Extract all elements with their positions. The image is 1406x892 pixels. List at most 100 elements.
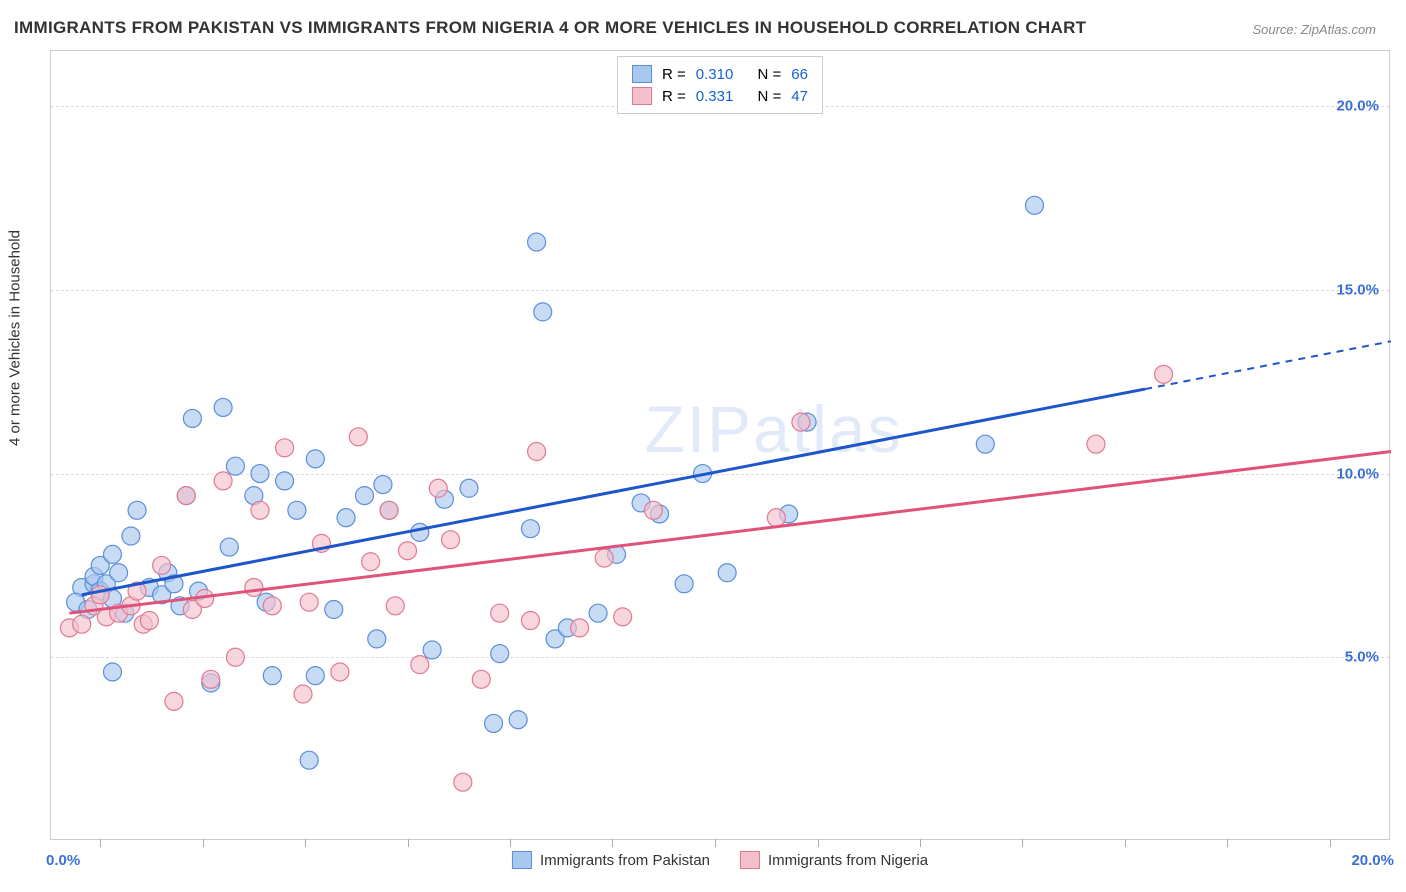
scatter-point — [73, 615, 91, 633]
scatter-point — [976, 435, 994, 453]
scatter-point — [485, 714, 503, 732]
scatter-point — [528, 443, 546, 461]
scatter-point — [491, 604, 509, 622]
legend-bottom-nigeria: Immigrants from Nigeria — [740, 851, 928, 869]
scatter-point — [202, 670, 220, 688]
scatter-point — [521, 520, 539, 538]
scatter-point — [251, 465, 269, 483]
scatter-point — [245, 578, 263, 596]
scatter-point — [165, 692, 183, 710]
scatter-point — [386, 597, 404, 615]
scatter-point — [675, 575, 693, 593]
scatter-point — [177, 487, 195, 505]
legend-label-nigeria: Immigrants from Nigeria — [768, 852, 928, 869]
scatter-point — [411, 523, 429, 541]
r-label: R = — [662, 88, 686, 105]
r-value-nigeria: 0.331 — [696, 88, 734, 105]
scatter-point — [718, 564, 736, 582]
legend-swatch-pakistan-bottom — [512, 851, 532, 869]
scatter-point — [571, 619, 589, 637]
scatter-point — [368, 630, 386, 648]
scatter-point — [349, 428, 367, 446]
r-label: R = — [662, 66, 686, 83]
regression-line — [82, 389, 1145, 595]
legend-swatch-nigeria — [632, 87, 652, 105]
scatter-point — [644, 501, 662, 519]
scatter-point — [423, 641, 441, 659]
scatter-point — [614, 608, 632, 626]
scatter-point — [429, 479, 447, 497]
scatter-point — [263, 667, 281, 685]
scatter-point — [263, 597, 281, 615]
scatter-point — [1025, 196, 1043, 214]
scatter-point — [140, 612, 158, 630]
y-axis-label: 4 or more Vehicles in Household — [7, 230, 24, 446]
legend-label-pakistan: Immigrants from Pakistan — [540, 852, 710, 869]
scatter-point — [226, 648, 244, 666]
regression-line-ext — [1145, 341, 1391, 389]
scatter-point — [362, 553, 380, 571]
scatter-point — [454, 773, 472, 791]
scatter-point — [399, 542, 417, 560]
x-axis-max-label: 20.0% — [1351, 852, 1394, 869]
scatter-point — [792, 413, 810, 431]
scatter-point — [103, 545, 121, 563]
chart-title: IMMIGRANTS FROM PAKISTAN VS IMMIGRANTS F… — [14, 18, 1086, 38]
scatter-svg — [51, 51, 1391, 841]
scatter-point — [767, 509, 785, 527]
scatter-point — [306, 450, 324, 468]
scatter-point — [300, 751, 318, 769]
scatter-point — [122, 527, 140, 545]
scatter-point — [534, 303, 552, 321]
scatter-point — [276, 472, 294, 490]
scatter-point — [103, 663, 121, 681]
scatter-point — [589, 604, 607, 622]
legend-bottom: Immigrants from Pakistan Immigrants from… — [512, 851, 928, 869]
scatter-point — [183, 409, 201, 427]
scatter-point — [300, 593, 318, 611]
r-value-pakistan: 0.310 — [696, 66, 734, 83]
n-label: N = — [758, 88, 782, 105]
scatter-point — [460, 479, 478, 497]
scatter-point — [325, 601, 343, 619]
legend-swatch-nigeria-bottom — [740, 851, 760, 869]
plot-area: ZIPatlas 5.0%10.0%15.0%20.0% 0.0% 20.0% … — [50, 50, 1390, 840]
n-value-pakistan: 66 — [791, 66, 808, 83]
scatter-point — [521, 612, 539, 630]
x-axis-min-label: 0.0% — [46, 852, 80, 869]
scatter-point — [472, 670, 490, 688]
scatter-point — [128, 501, 146, 519]
legend-row-nigeria: R = 0.331 N = 47 — [632, 85, 808, 107]
chart-container: IMMIGRANTS FROM PAKISTAN VS IMMIGRANTS F… — [0, 0, 1406, 892]
scatter-point — [306, 667, 324, 685]
scatter-point — [1155, 365, 1173, 383]
scatter-point — [337, 509, 355, 527]
scatter-point — [220, 538, 238, 556]
scatter-point — [110, 564, 128, 582]
legend-row-pakistan: R = 0.310 N = 66 — [632, 63, 808, 85]
scatter-point — [214, 472, 232, 490]
scatter-point — [251, 501, 269, 519]
legend-swatch-pakistan — [632, 65, 652, 83]
scatter-point — [509, 711, 527, 729]
scatter-point — [153, 556, 171, 574]
scatter-point — [276, 439, 294, 457]
scatter-point — [1087, 435, 1105, 453]
scatter-point — [528, 233, 546, 251]
n-value-nigeria: 47 — [791, 88, 808, 105]
scatter-point — [374, 476, 392, 494]
scatter-point — [442, 531, 460, 549]
legend-top: R = 0.310 N = 66 R = 0.331 N = 47 — [617, 56, 823, 114]
scatter-point — [226, 457, 244, 475]
scatter-point — [595, 549, 613, 567]
scatter-point — [214, 398, 232, 416]
scatter-point — [411, 656, 429, 674]
scatter-point — [380, 501, 398, 519]
n-label: N = — [758, 66, 782, 83]
scatter-point — [331, 663, 349, 681]
scatter-point — [288, 501, 306, 519]
scatter-point — [355, 487, 373, 505]
legend-bottom-pakistan: Immigrants from Pakistan — [512, 851, 710, 869]
scatter-point — [294, 685, 312, 703]
scatter-point — [491, 645, 509, 663]
